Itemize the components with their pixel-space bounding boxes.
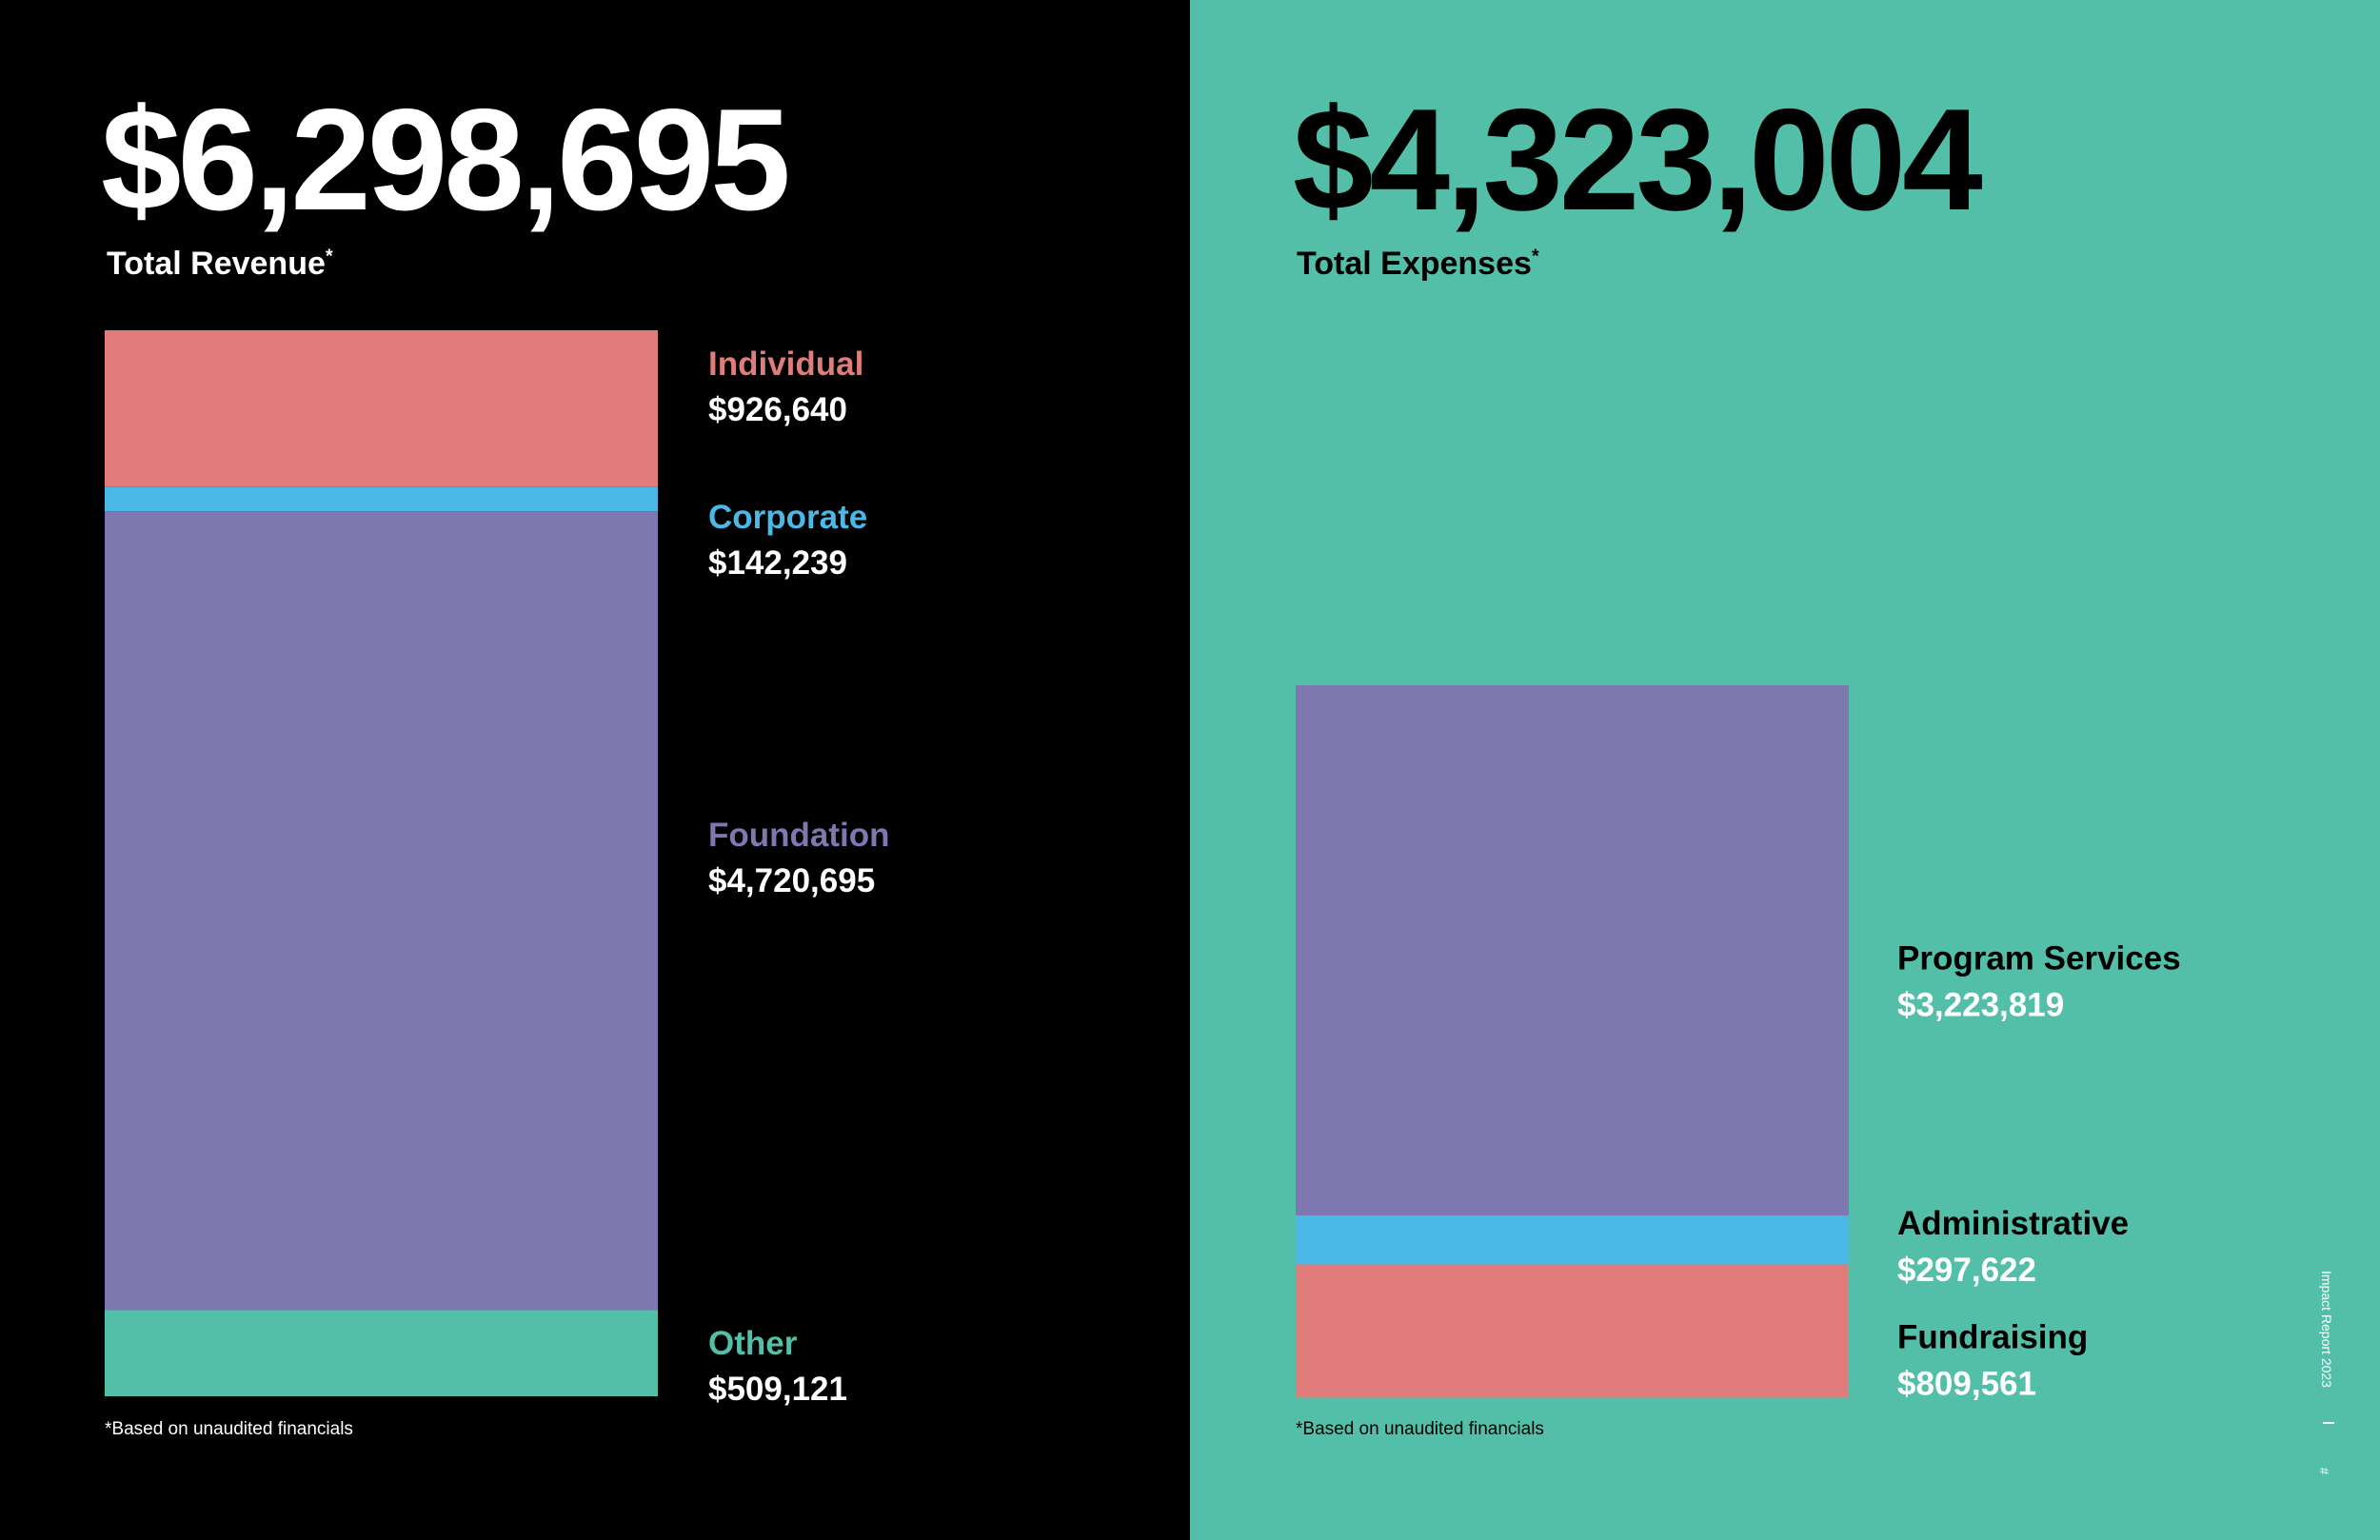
legend-label-other: Other — [708, 1325, 798, 1362]
legend-label-administrative: Administrative — [1897, 1205, 2129, 1242]
data-label-other: $509,121 — [708, 1371, 847, 1408]
data-label-fundraising: $809,561 — [1897, 1365, 2036, 1402]
legend-label-fundraising: Fundraising — [1897, 1318, 2088, 1355]
data-label-foundation: $4,720,695 — [708, 862, 875, 899]
report-title: Impact Report 2023 — [2319, 1271, 2334, 1388]
side-divider — [2323, 1422, 2334, 1424]
total-revenue-label: Total Revenue* — [107, 246, 333, 283]
bar-segment-program-services — [1296, 685, 1849, 1216]
revenue-footnote: *Based on unaudited financials — [105, 1419, 353, 1439]
total-expenses-asterisk: * — [1531, 246, 1539, 267]
bar-segment-foundation — [105, 511, 658, 1311]
expenses-panel: $4,323,004 Total Expenses* Program Servi… — [1190, 0, 2380, 1540]
expenses-stacked-bar-chart: Program Services $3,223,819 Administrative… — [1296, 685, 2181, 1402]
data-label-corporate: $142,239 — [708, 544, 847, 582]
legend-label-individual: Individual — [708, 346, 863, 383]
data-label-program-services: $3,223,819 — [1897, 987, 2064, 1024]
total-expenses-label-text: Total Expenses — [1297, 246, 1532, 282]
total-revenue-label-text: Total Revenue — [107, 246, 326, 282]
bar-segment-other — [105, 1310, 658, 1396]
revenue-stacked-bar-chart: Individual $926,640 Corporate $142,239 Found… — [105, 330, 890, 1408]
bar-segment-corporate — [105, 486, 658, 512]
revenue-panel: $6,298,695 Total Revenue* Individual $926… — [0, 0, 1190, 1540]
bar-segment-individual — [105, 330, 658, 487]
total-revenue-amount: $6,298,695 — [101, 79, 791, 241]
side-report-label: Impact Report 2023 — [2313, 1271, 2342, 1480]
page-number: # — [2317, 1467, 2332, 1475]
legend-label-foundation: Foundation — [708, 817, 890, 854]
total-expenses-amount: $4,323,004 — [1293, 79, 1983, 241]
data-label-administrative: $297,622 — [1897, 1252, 2036, 1289]
total-revenue-asterisk: * — [325, 246, 333, 267]
data-label-individual: $926,640 — [708, 391, 847, 428]
bar-segment-fundraising — [1296, 1264, 1849, 1398]
bar-segment-administrative — [1296, 1215, 1849, 1265]
legend-label-corporate: Corporate — [708, 499, 867, 536]
total-expenses-label: Total Expenses* — [1297, 246, 1539, 283]
expenses-footnote: *Based on unaudited financials — [1296, 1419, 1544, 1439]
legend-label-program-services: Program Services — [1897, 940, 2181, 977]
